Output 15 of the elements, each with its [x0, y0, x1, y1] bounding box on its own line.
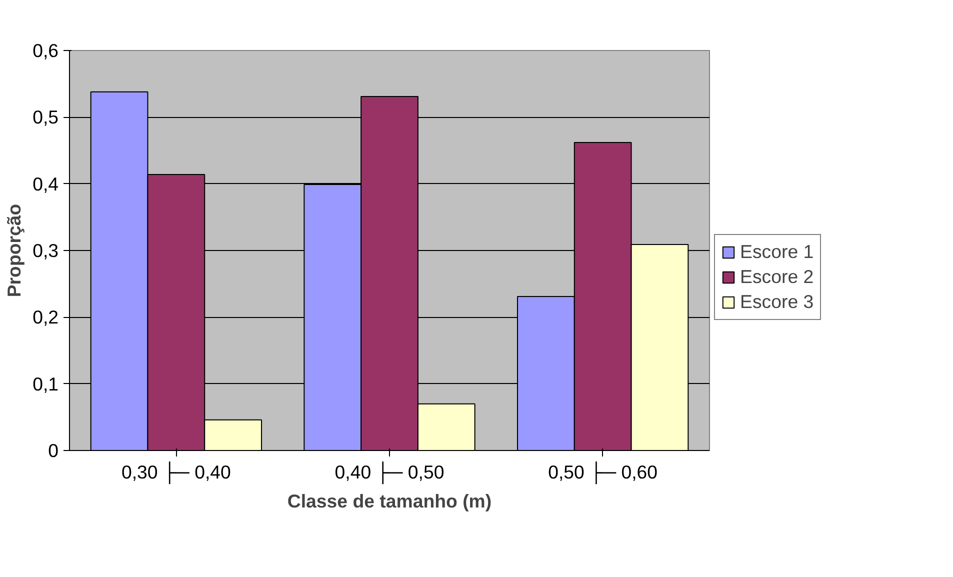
- legend-label: Escore 2: [740, 266, 814, 288]
- y-tick-label: 0,4: [32, 173, 59, 194]
- x-axis-title: Classe de tamanho (m): [287, 490, 492, 512]
- x-tick-label: 0,50 ├─ 0,60: [548, 462, 658, 484]
- y-tick-label: 0,2: [32, 306, 59, 328]
- legend-label: Escore 1: [740, 241, 814, 263]
- y-tick-label: 0,3: [32, 240, 59, 261]
- legend-label: Escore 3: [740, 291, 814, 313]
- y-tick-label: 0,5: [32, 106, 59, 128]
- x-tick-label: 0,40 ├─ 0,50: [334, 462, 444, 484]
- y-tick-label: 0,1: [32, 373, 59, 394]
- y-axis-title: Proporção: [4, 204, 25, 298]
- x-tick-label: 0,30 ├─ 0,40: [121, 462, 231, 484]
- y-tick-label: 0: [48, 440, 59, 461]
- y-tick-label: 0,6: [32, 40, 59, 61]
